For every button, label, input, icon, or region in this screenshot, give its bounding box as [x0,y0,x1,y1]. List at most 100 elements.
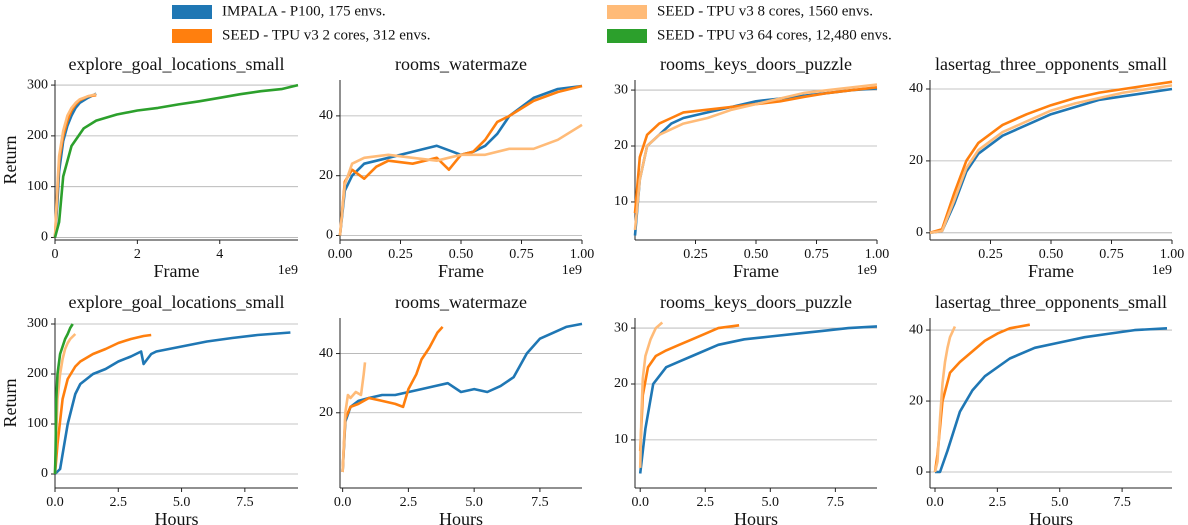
panel-title: explore_goal_locations_small [69,292,285,312]
x-tick-label: 2.5 [989,495,1007,510]
x-offset-label: 1e9 [1152,263,1172,278]
panel-title: rooms_keys_doors_puzzle [660,292,852,312]
y-tick-label: 0 [916,225,923,240]
y-tick-label: 200 [27,366,48,381]
x-axis-label: Frame [438,261,484,281]
panel-title: rooms_keys_doors_puzzle [660,54,852,74]
x-tick-label: 0.0 [926,495,944,510]
x-tick-label: 0.0 [631,495,649,510]
x-offset-label: 1e9 [278,263,298,278]
x-tick-label: 0.75 [509,247,534,262]
y-tick-label: 0 [916,464,923,479]
legend-swatch [607,29,647,43]
series-line [341,326,444,473]
series-line [54,331,291,475]
series-line [929,87,1173,235]
x-tick-label: 1.00 [865,247,890,262]
series-line [341,362,367,473]
y-axis-label: Return [0,136,20,185]
x-tick-label: 0.50 [449,247,474,262]
x-axis-label: Hours [734,509,778,525]
legend-label: SEED - TPU v3 8 cores, 1560 envs. [657,3,873,19]
panel-title: explore_goal_locations_small [69,54,285,74]
series-line [53,92,97,238]
x-tick-label: 0.25 [978,247,1003,262]
x-axis-label: Frame [733,261,779,281]
legend-swatch [172,29,212,43]
series-line [638,321,664,468]
series-line [53,83,299,238]
series-line [53,333,152,475]
x-tick-label: 0.75 [804,247,829,262]
series-line [338,84,583,236]
y-tick-label: 0 [41,466,48,481]
x-tick-label: 7.5 [531,495,549,510]
x-tick-label: 2.5 [110,495,128,510]
series-line [633,87,878,236]
series-line [633,83,878,231]
series-line [338,123,583,236]
y-tick-label: 40 [319,108,333,123]
series-line [933,325,957,473]
y-tick-label: 20 [614,376,628,391]
series-line [638,325,878,474]
y-tick-label: 20 [909,393,923,408]
y-tick-label: 20 [319,405,333,420]
x-tick-label: 4 [216,247,223,262]
panel-title: rooms_watermaze [395,292,527,312]
x-tick-label: 5.0 [173,495,191,510]
x-tick-label: 2 [134,247,141,262]
x-tick-label: 0.00 [328,247,353,262]
x-axis-label: Hours [439,509,483,525]
series-line [53,323,74,475]
x-axis-label: Frame [1028,261,1074,281]
x-tick-label: 0.25 [683,247,708,262]
y-tick-label: 200 [27,128,48,143]
y-tick-label: 10 [614,432,628,447]
y-tick-label: 30 [614,320,628,335]
x-offset-label: 1e9 [562,263,582,278]
series-line [633,86,878,214]
x-tick-label: 1.00 [1160,247,1185,262]
x-tick-label: 2.5 [697,495,715,510]
series-line [935,327,1168,474]
x-tick-label: 0.0 [334,495,352,510]
y-tick-label: 40 [909,81,923,96]
x-axis-label: Frame [154,261,200,281]
panel-title: rooms_watermaze [395,54,527,74]
x-tick-label: 5.0 [465,495,483,510]
x-tick-label: 5.0 [762,495,780,510]
panel-title: lasertag_three_opponents_small [935,292,1167,312]
x-tick-label: 5.0 [1051,495,1069,510]
x-tick-label: 0 [52,247,59,262]
series-line [53,92,97,238]
legend-swatch [172,5,212,19]
y-tick-label: 100 [27,179,48,194]
y-tick-label: 20 [319,168,333,183]
y-tick-label: 20 [614,138,628,153]
y-tick-label: 0 [41,230,48,245]
x-tick-label: 2.5 [400,495,418,510]
x-tick-label: 7.5 [1113,495,1131,510]
x-tick-label: 0.50 [1039,247,1064,262]
series-line [933,323,1031,473]
series-line [53,93,97,238]
y-tick-label: 20 [909,153,923,168]
legend-label: SEED - TPU v3 2 cores, 312 envs. [222,27,430,43]
x-axis-label: Hours [1029,509,1073,525]
x-tick-label: 0.50 [744,247,769,262]
y-tick-label: 40 [319,346,333,361]
y-tick-label: 10 [614,194,628,209]
series-line [341,322,583,473]
x-tick-label: 7.5 [827,495,845,510]
series-line [638,324,740,452]
y-tick-label: 300 [27,77,48,92]
y-tick-label: 30 [614,82,628,97]
y-tick-label: 40 [909,322,923,337]
x-tick-label: 0.25 [388,247,413,262]
series-line [929,84,1173,235]
x-tick-label: 0.75 [1099,247,1124,262]
x-tick-label: 0.0 [46,495,64,510]
x-tick-label: 1.00 [570,247,595,262]
